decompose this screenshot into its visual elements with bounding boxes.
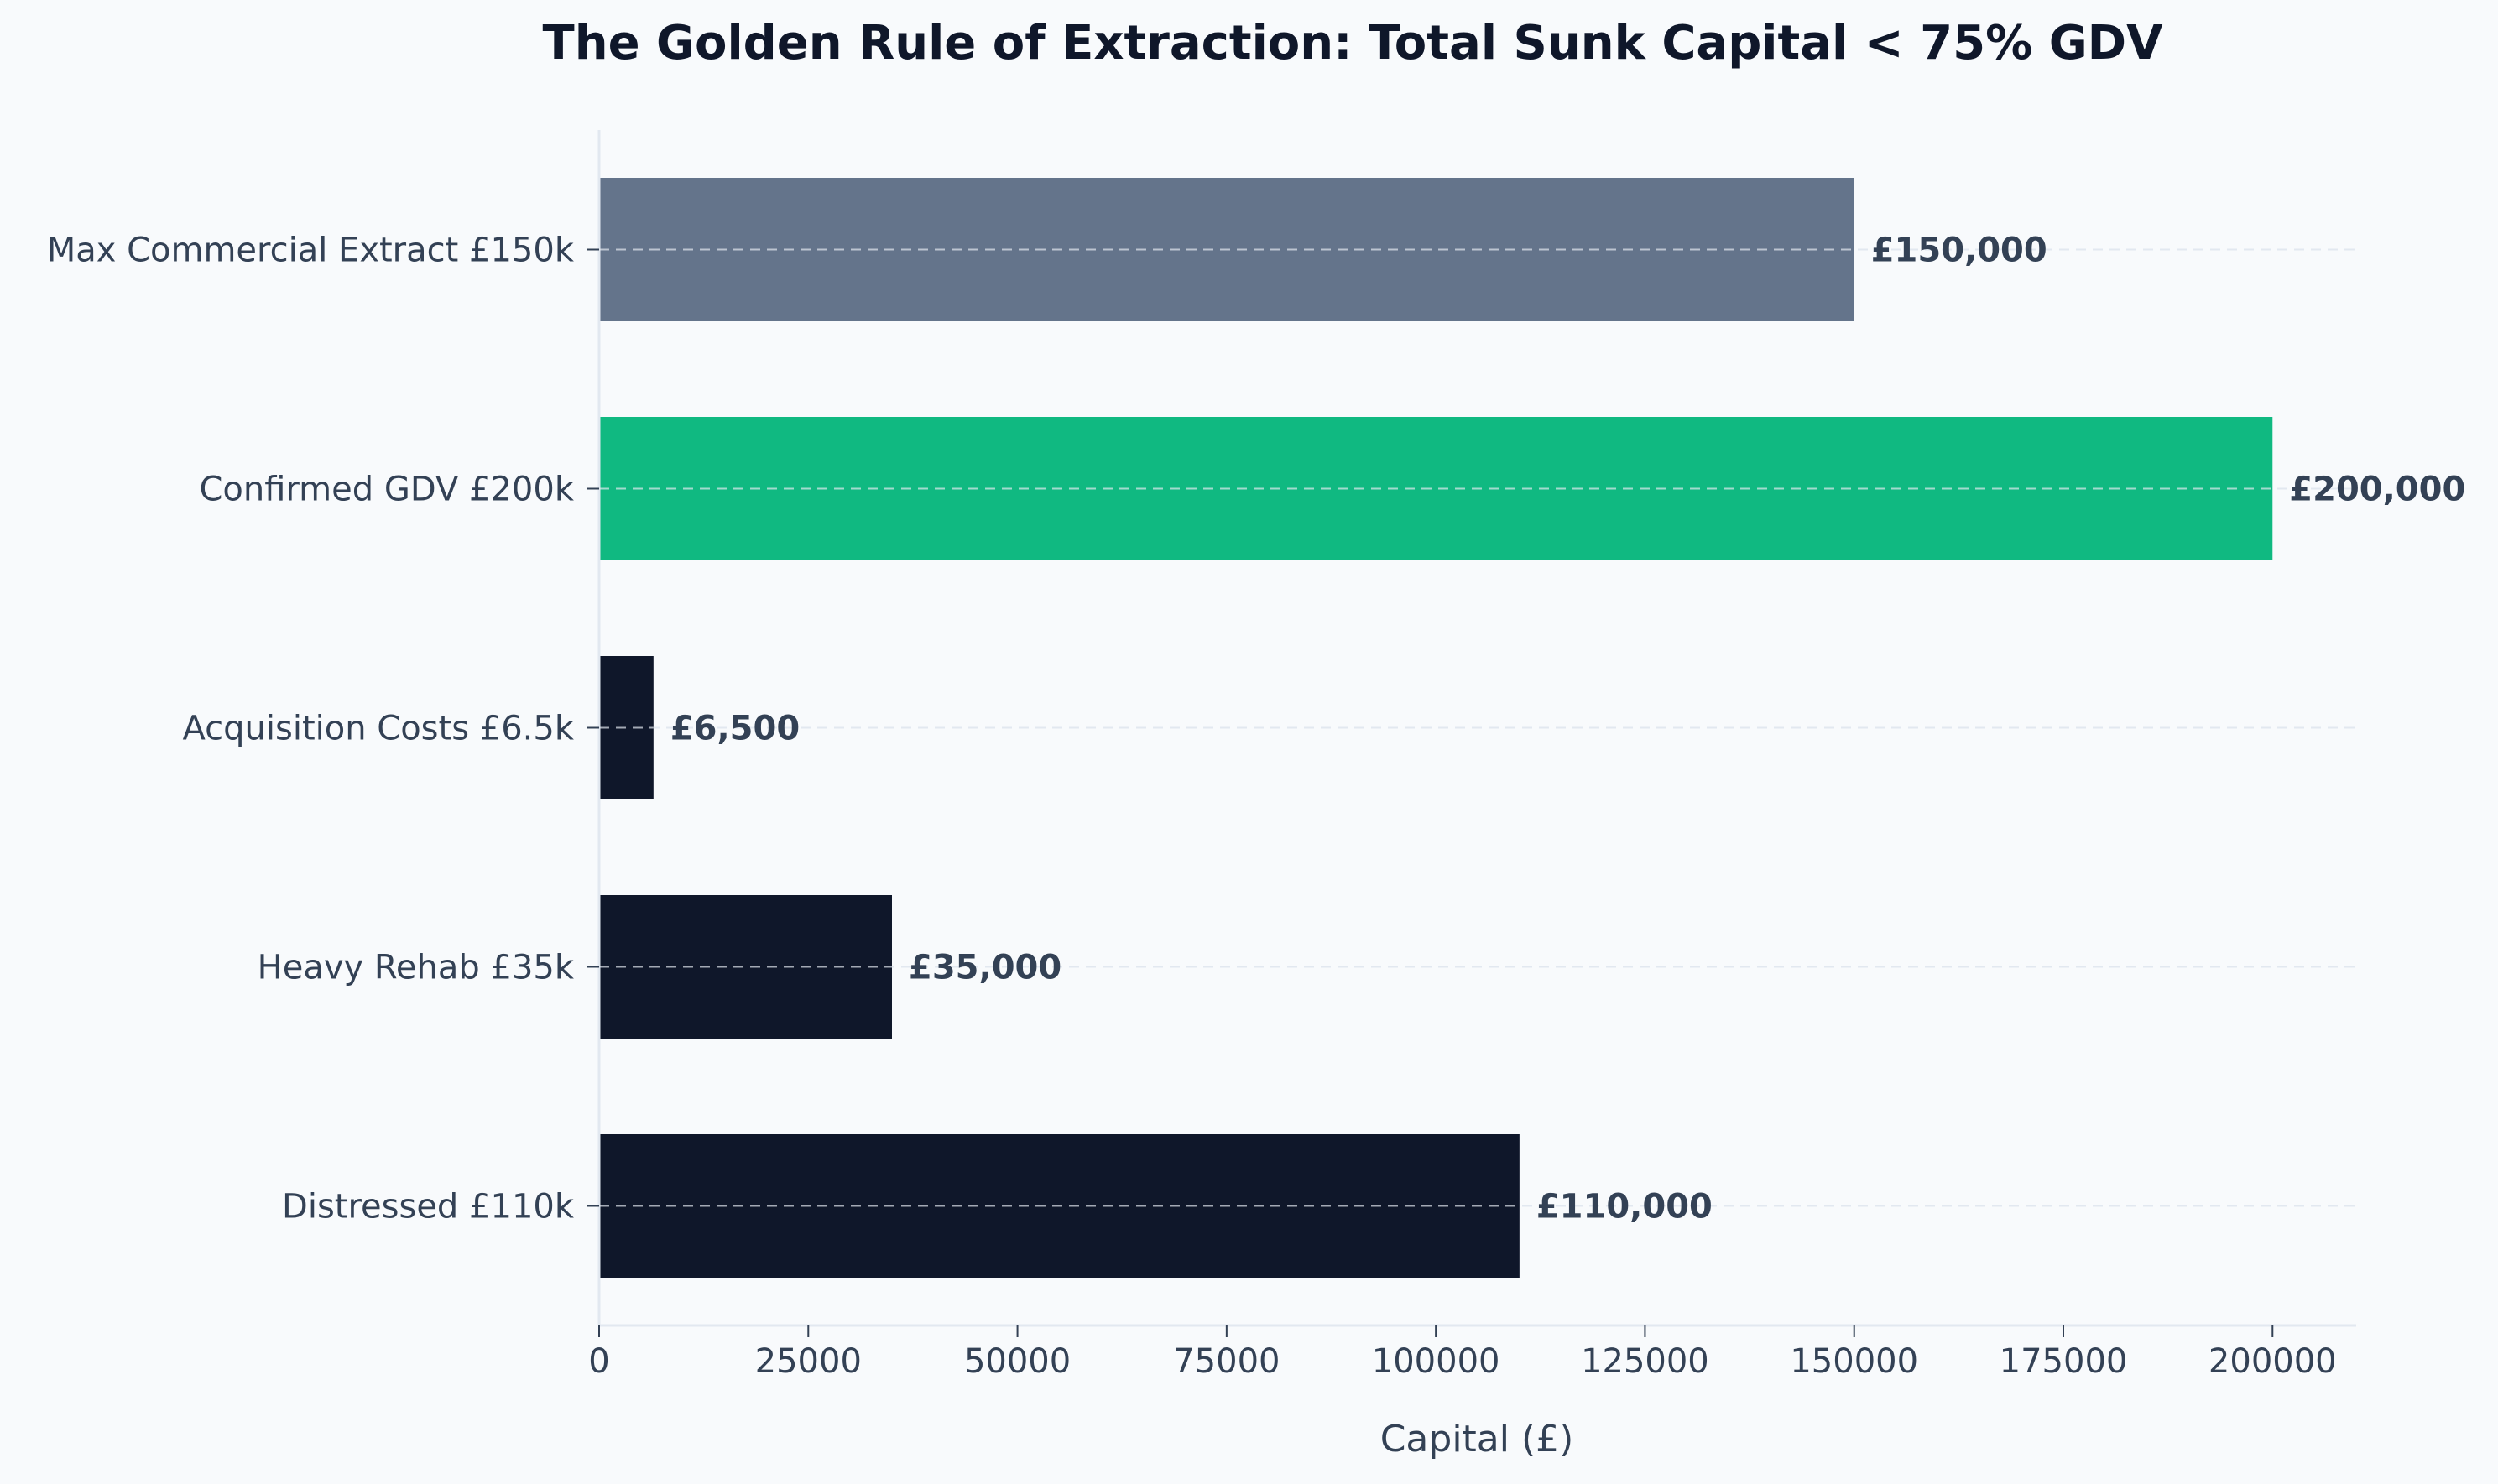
bar (599, 417, 2273, 560)
axes-layer (587, 130, 2356, 1337)
y-tick-label: Acquisition Costs £6.5k (182, 710, 574, 748)
x-tick-label: 50000 (964, 1342, 1071, 1381)
x-axis-title: Capital (£) (1380, 1418, 1574, 1461)
bars-layer (599, 178, 2273, 1278)
x-tick-label: 200000 (2209, 1342, 2337, 1381)
x-tick-label: 125000 (1581, 1342, 1709, 1381)
bar-value-label: £110,000 (1536, 1188, 1713, 1226)
x-tick-label: 25000 (755, 1342, 862, 1381)
bar-value-label: £6,500 (670, 710, 800, 748)
x-tick-label: 0 (588, 1342, 609, 1381)
x-tick-label: 150000 (1790, 1342, 1918, 1381)
y-tick-label: Heavy Rehab £35k (258, 949, 575, 987)
bar (599, 895, 892, 1039)
chart-title: The Golden Rule of Extraction: Total Sun… (543, 16, 2164, 70)
bar-value-label: £35,000 (909, 949, 1061, 987)
y-tick-label: Max Commercial Extract £150k (47, 232, 575, 270)
x-tick-label: 100000 (1372, 1342, 1500, 1381)
bar-value-label: £150,000 (1871, 232, 2047, 270)
bar-value-label: £200,000 (2289, 471, 2465, 509)
labels-layer: 0 25000 50000 75000 100000 125000 150000 175000… (47, 232, 2466, 1382)
x-tick-label: 75000 (1173, 1342, 1280, 1381)
y-tick-label: Distressed £110k (282, 1188, 575, 1226)
x-tick-label: 175000 (2000, 1342, 2128, 1381)
y-tick-label: Confirmed GDV £200k (199, 471, 574, 509)
